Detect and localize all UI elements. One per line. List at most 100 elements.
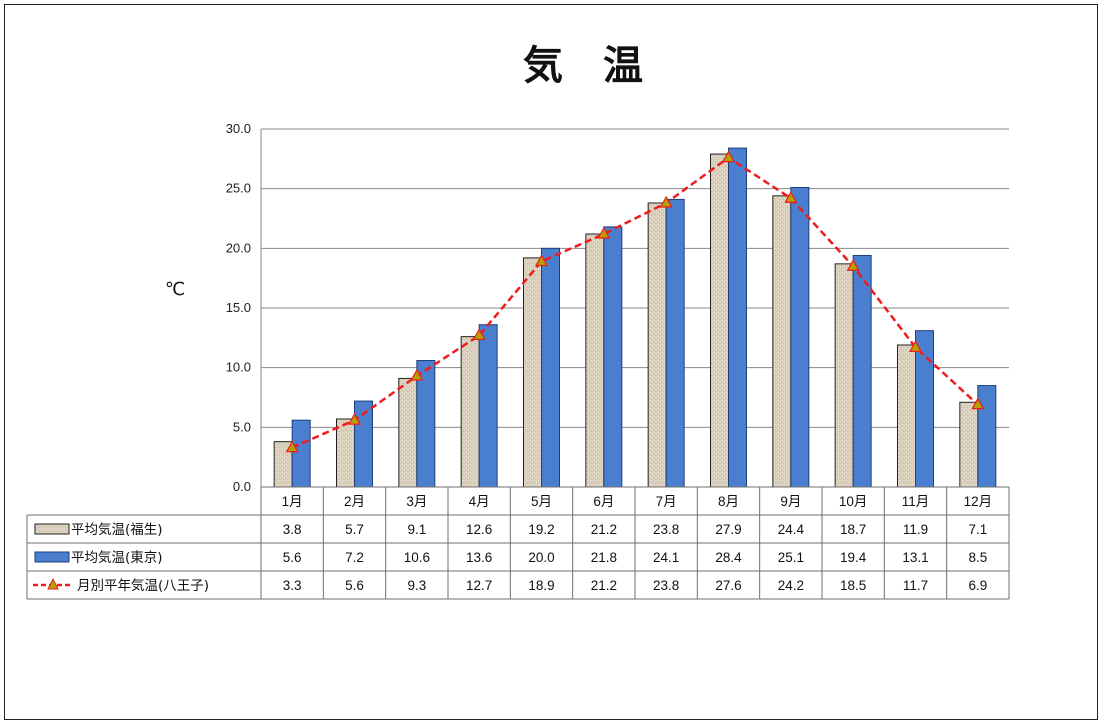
bar-tokyo (665, 198, 685, 488)
data-label: 5.6 (345, 578, 364, 593)
line-marker (410, 368, 424, 381)
data-label: 18.5 (840, 578, 866, 593)
bar-fussa (585, 233, 605, 488)
data-label: 21.2 (591, 522, 617, 537)
data-label: 23.8 (653, 522, 679, 537)
x-tick-label: 4月 (469, 494, 490, 509)
bar-tokyo (291, 419, 311, 488)
legend-label: 平均気温(福生) (71, 522, 163, 538)
gridlines (261, 128, 1009, 488)
x-tick-label: 12月 (964, 494, 993, 509)
bar-tokyo (478, 324, 498, 488)
legend-key (34, 551, 70, 563)
bar-fussa (460, 336, 480, 488)
x-tick-label: 1月 (282, 494, 303, 509)
y-tick-label: 5.0 (233, 419, 251, 434)
data-label: 13.1 (902, 550, 928, 565)
data-label: 13.6 (466, 550, 492, 565)
data-label: 27.6 (715, 578, 741, 593)
y-tick-label: 0.0 (233, 479, 251, 494)
chart-canvas: 気 温 ℃ 0.0 5.0 10.0 15.0 20.0 25.0 30.0 1月 2月 3月 4… (26, 43, 1010, 600)
bar-tokyo (603, 226, 623, 488)
data-label: 28.4 (715, 550, 742, 565)
x-tick-label: 11月 (902, 494, 930, 509)
data-label: 6.9 (968, 578, 987, 593)
x-tick-label: 7月 (656, 494, 677, 509)
legend-label: 月別平年気温(八王子) (77, 578, 209, 594)
data-label: 24.1 (653, 550, 679, 565)
data-label: 21.2 (591, 578, 617, 593)
line-marker (908, 340, 923, 352)
data-label: 19.4 (840, 550, 867, 565)
chart-frame: 気 温 ℃ 0.0 5.0 10.0 15.0 20.0 25.0 30.0 1月 2月 3月 4… (4, 4, 1098, 720)
data-label: 12.7 (466, 578, 492, 593)
data-label: 7.1 (968, 522, 987, 537)
bar-fussa (772, 195, 792, 488)
bar-fussa (398, 377, 418, 488)
bars (273, 147, 997, 488)
legend-label: 平均気温(東京) (71, 550, 163, 566)
y-axis: 0.0 5.0 10.0 15.0 20.0 25.0 30.0 (226, 121, 262, 494)
bar-tokyo (915, 330, 934, 488)
y-tick-label: 25.0 (226, 181, 251, 196)
bar-tokyo (790, 186, 810, 488)
x-tick-label: 10月 (839, 494, 868, 509)
bar-tokyo (541, 247, 560, 488)
line-marker (659, 195, 673, 208)
data-label: 18.9 (528, 578, 554, 593)
data-label: 9.3 (407, 578, 426, 593)
data-label: 18.7 (840, 522, 866, 537)
data-label: 10.6 (404, 550, 430, 565)
y-tick-label: 20.0 (226, 240, 251, 255)
y-tick-label: 15.0 (226, 300, 251, 315)
line-marker (472, 328, 486, 341)
data-label: 9.1 (407, 522, 426, 537)
y-axis-label: ℃ (165, 279, 185, 300)
line-marker (846, 258, 860, 271)
data-label: 25.1 (778, 550, 804, 565)
bar-fussa (897, 344, 916, 488)
line-marker (285, 440, 299, 453)
data-label: 3.8 (283, 522, 302, 537)
line-hachioji (291, 156, 979, 449)
bar-fussa (834, 263, 854, 488)
data-label: 3.3 (283, 578, 302, 593)
data-label: 12.6 (466, 522, 492, 537)
x-tick-label: 9月 (780, 494, 801, 509)
bar-fussa (959, 401, 979, 488)
data-label: 20.0 (528, 550, 554, 565)
data-label: 11.9 (903, 522, 928, 537)
line-marker (784, 190, 798, 203)
data-label: 21.8 (591, 550, 617, 565)
bar-tokyo (728, 147, 747, 488)
bar-fussa (710, 153, 729, 488)
data-label: 24.2 (778, 578, 804, 593)
line-marker (971, 397, 985, 410)
line-marker (347, 412, 362, 425)
data-label: 5.7 (345, 522, 364, 537)
data-label: 7.2 (345, 550, 364, 565)
y-tick-label: 30.0 (226, 121, 251, 136)
chart-title: 気 温 (523, 43, 643, 89)
bar-tokyo (977, 385, 997, 488)
line-marker (534, 254, 549, 267)
data-label: 5.6 (283, 550, 302, 565)
line-marker (721, 150, 736, 163)
line-marker (597, 226, 611, 239)
x-tick-label: 8月 (718, 494, 739, 509)
legend-marker (47, 577, 59, 590)
bar-tokyo (852, 254, 872, 488)
data-label: 8.5 (968, 550, 987, 565)
x-tick-label: 5月 (531, 494, 552, 509)
data-label: 11.7 (903, 578, 928, 593)
data-label: 19.2 (528, 522, 554, 537)
bar-fussa (647, 202, 667, 488)
data-label: 24.4 (778, 522, 805, 537)
x-tick-label: 6月 (593, 494, 614, 509)
legend-key (34, 523, 70, 535)
line-series (285, 150, 985, 453)
x-tick-label: 3月 (406, 494, 427, 509)
data-label: 23.8 (653, 578, 679, 593)
y-tick-label: 10.0 (226, 360, 251, 375)
